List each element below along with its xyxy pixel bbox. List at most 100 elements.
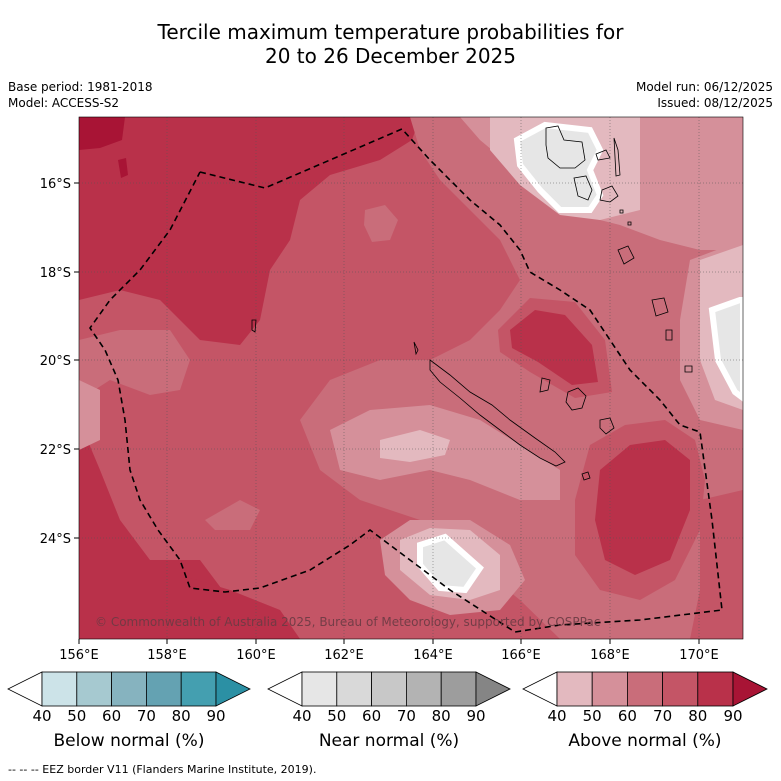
colorbar-segment: [111, 671, 147, 707]
island-tiny-3: [251, 319, 257, 333]
colorbar-label-above: Above normal (%): [568, 731, 722, 751]
model-run: Model run: 06/12/2025: [635, 80, 773, 94]
lon-label-170: 170°E: [679, 648, 719, 663]
shade-above-max-2: [118, 158, 128, 178]
colorbar-segment: [627, 671, 664, 707]
colorbar-tick-label: 40: [32, 707, 51, 725]
shade-above-90-s: [180, 575, 300, 639]
colorbar-extend-low: [267, 671, 303, 707]
colorbar-tick-label: 40: [292, 707, 311, 725]
lon-label-156: 156°E: [59, 648, 99, 663]
colorbar-extend-high: [215, 671, 251, 707]
title-line-1: Tercile maximum temperature probabilitie…: [157, 20, 624, 44]
colorbar-tick-label: 80: [172, 707, 191, 725]
colorbar-segment: [301, 671, 338, 707]
colorbar-above-normal: 40 50 60 70 80 90: [522, 671, 768, 725]
colorbar-below-normal: 40 50 60 70 80 90: [7, 671, 251, 725]
lon-label-164: 164°E: [413, 648, 453, 663]
model-name: Model: ACCESS-S2: [8, 96, 120, 110]
colorbar-near-normal: 40 50 60 70 80 90: [267, 671, 511, 725]
island-ouvea: [539, 377, 551, 393]
colorbar-segment: [662, 671, 699, 707]
grid-lines: [79, 117, 743, 639]
colorbar-tick-label: 80: [688, 707, 707, 725]
lon-label-160: 160°E: [236, 648, 276, 663]
shade-near-50-south: [417, 533, 484, 594]
colorbar-segment: [336, 671, 372, 707]
coastlines: [251, 125, 693, 481]
colorbar-tick-label: 90: [206, 707, 225, 725]
colorbar-extend-low: [7, 671, 43, 707]
colorbar-segment: [145, 671, 182, 707]
shade-above-70-small: [364, 205, 398, 242]
colorbar-tick-label: 70: [137, 707, 156, 725]
lat-label-20: 20°S: [40, 354, 71, 369]
colorbar-segment: [41, 671, 78, 707]
colorbar-tick-label: 40: [547, 707, 566, 725]
colorbar-tick-label: 50: [583, 707, 602, 725]
colorbar-tick-label: 60: [102, 707, 121, 725]
lon-label-168: 168°E: [590, 648, 630, 663]
shade-near-50-vanuatu: [513, 121, 604, 213]
title-line-2: 20 to 26 December 2025: [264, 44, 516, 68]
colorbar-segment: [591, 671, 628, 707]
colorbar-label-below: Below normal (%): [53, 731, 205, 751]
shade-above-90-e2: [595, 440, 690, 575]
colorbar-segment: [405, 671, 442, 707]
colorbar-tick-label: 90: [723, 707, 742, 725]
map-frame: [78, 116, 744, 640]
colorbar-tick-label: 70: [397, 707, 416, 725]
lon-label-162: 162°E: [324, 648, 364, 663]
colorbar-tick-label: 70: [653, 707, 672, 725]
eez-footnote: -- -- -- EEZ border V11 (Flanders Marine…: [8, 763, 317, 776]
colorbar-extend-high: [732, 671, 768, 707]
colorbar-tick-label: 50: [67, 707, 86, 725]
lat-label-22: 22°S: [40, 443, 71, 458]
lat-label-18: 18°S: [40, 266, 71, 281]
base-period: Base period: 1981-2018: [8, 80, 153, 94]
island-pine: [581, 471, 591, 481]
vanuatu-ambae: [595, 149, 611, 161]
eez-border: [89, 128, 723, 633]
colorbar-label-near: Near normal (%): [318, 731, 460, 751]
vanuatu-pentecost: [613, 137, 621, 177]
island-belep: [413, 341, 419, 356]
copyright-text: © Commonwealth of Australia 2025, Bureau…: [95, 615, 600, 629]
colorbar-segment: [371, 671, 407, 707]
vanuatu-tanna: [651, 297, 669, 317]
colorbar-segment: [697, 671, 734, 707]
island-tiny-2: [627, 221, 632, 226]
colorbar-tick-label: 60: [362, 707, 381, 725]
colorbar-tick-label: 80: [432, 707, 451, 725]
tick-marks: [74, 182, 700, 644]
vanuatu-malakula: [573, 175, 593, 201]
island-hunter: [665, 329, 673, 341]
probability-shading: [79, 117, 743, 639]
shade-above-max: [79, 117, 125, 150]
lat-label-16: 16°S: [40, 177, 71, 192]
vanuatu-efate: [599, 185, 619, 203]
colorbar-extend-low: [522, 671, 558, 707]
shade-above-50-c: [380, 430, 450, 462]
shade-above-70-sw: [205, 500, 260, 530]
vanuatu-erromango: [617, 245, 635, 265]
island-lifou: [565, 387, 587, 411]
lon-label-158: 158°E: [147, 648, 187, 663]
colorbar-segment: [556, 671, 593, 707]
shade-above-90-nw: [79, 117, 420, 345]
island-east: [684, 365, 693, 373]
island-mare: [599, 417, 615, 435]
colorbar-segment: [180, 671, 217, 707]
colorbar-tick-label: 60: [618, 707, 637, 725]
colorbar-extend-high: [475, 671, 511, 707]
lon-label-166: 166°E: [501, 648, 541, 663]
shade-above-90-w: [79, 420, 260, 639]
shade-above-70-w: [79, 330, 190, 400]
shade-above-60-w: [79, 380, 100, 450]
shade-above-90-mid2: [510, 310, 598, 385]
new-caledonia-coast: [429, 359, 566, 467]
issued-date: Issued: 08/12/2025: [657, 96, 773, 110]
colorbar-tick-label: 90: [466, 707, 485, 725]
colorbar-tick-label: 50: [327, 707, 346, 725]
